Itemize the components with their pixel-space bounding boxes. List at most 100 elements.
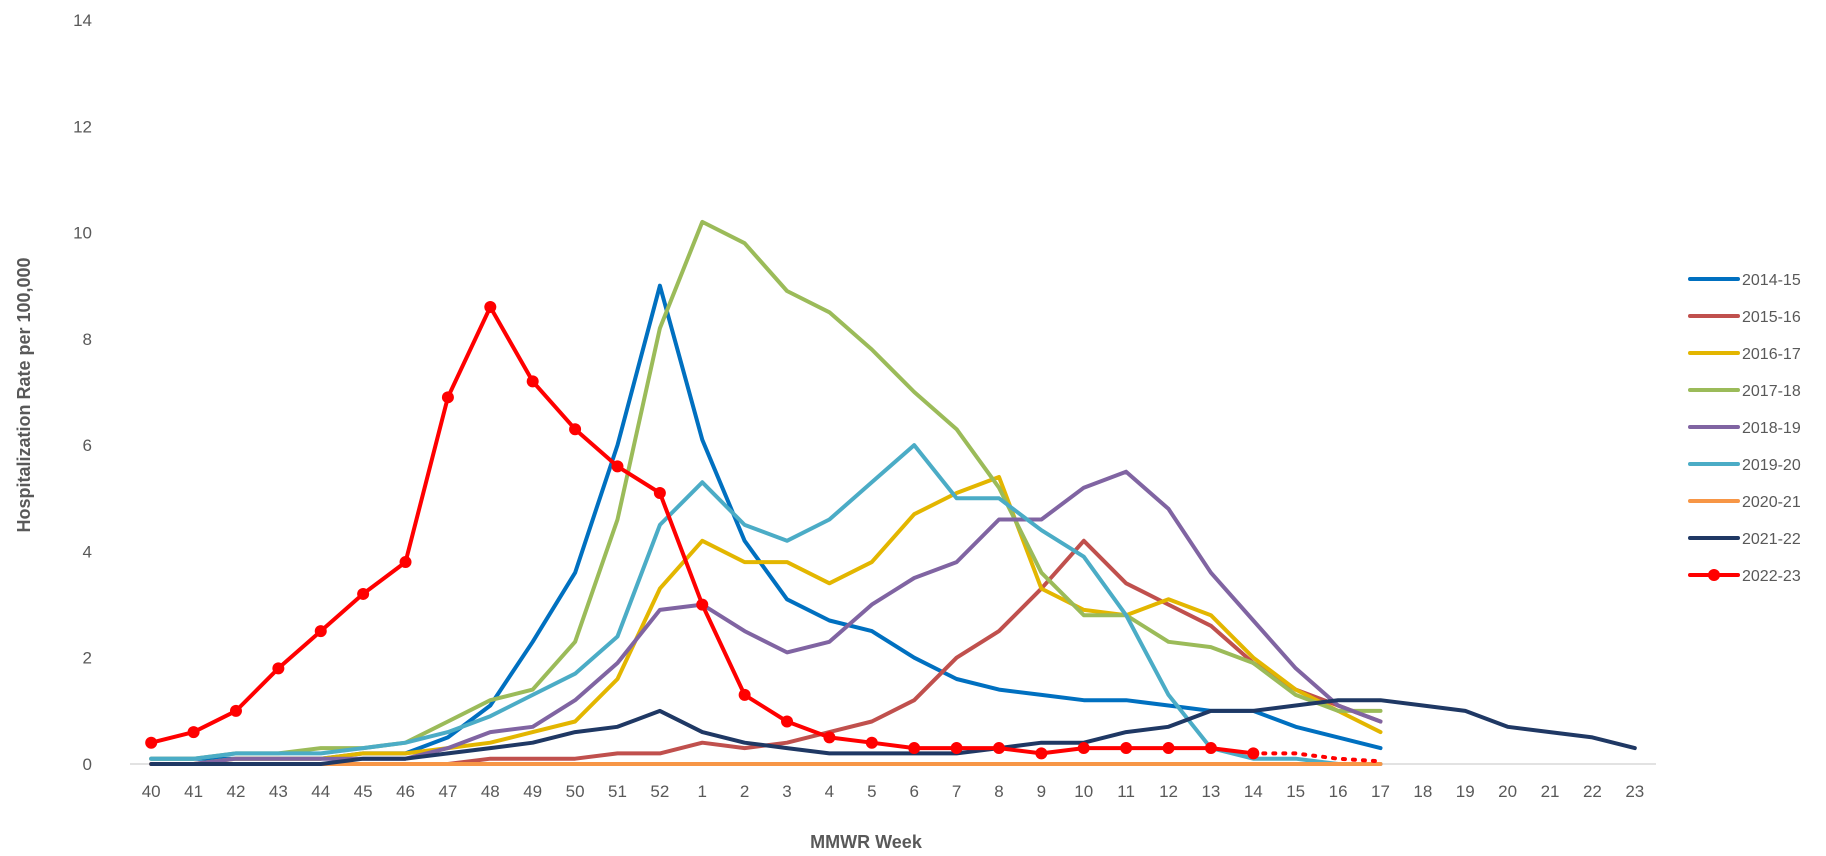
x-axis-ticks: 40 41 42 43 44 45 46 47 48 49 50 51 52 1 2 3 4 5 6 7 8 9 10 11 1… <box>142 782 1645 801</box>
series-line <box>149 443 1383 766</box>
data-point <box>1204 742 1217 755</box>
series-2021-22 <box>149 698 1637 766</box>
series-layer <box>145 219 1637 766</box>
x-tick-label: 47 <box>438 782 457 801</box>
x-tick-label: 52 <box>650 782 669 801</box>
x-tick-label: 51 <box>608 782 627 801</box>
data-point <box>1035 747 1048 760</box>
legend-label: 2017-18 <box>1742 383 1801 400</box>
legend: 2014-15 2015-16 2016-17 2017-18 2018-19 2019-… <box>1688 272 1801 585</box>
x-tick-label: 45 <box>354 782 373 801</box>
x-tick-label: 6 <box>909 782 918 801</box>
data-point <box>229 704 242 717</box>
data-point <box>738 688 751 701</box>
y-tick-label: 8 <box>83 330 92 349</box>
data-point <box>484 300 497 313</box>
legend-item: 2018-19 <box>1688 420 1801 437</box>
x-tick-label: 19 <box>1456 782 1475 801</box>
data-point <box>569 423 582 436</box>
x-tick-label: 1 <box>698 782 707 801</box>
x-tick-label: 42 <box>227 782 246 801</box>
y-tick-label: 6 <box>83 436 92 455</box>
legend-label: 2018-19 <box>1742 420 1801 437</box>
x-tick-label: 40 <box>142 782 161 801</box>
data-point <box>357 587 370 600</box>
series-line <box>149 219 1383 761</box>
legend-label: 2021-22 <box>1742 531 1801 548</box>
legend-item: 2015-16 <box>1688 309 1801 326</box>
x-axis-title: MMWR Week <box>810 832 923 852</box>
x-tick-label: 7 <box>952 782 961 801</box>
series-2019-20 <box>149 443 1383 766</box>
y-tick-label: 0 <box>83 755 92 774</box>
y-tick-label: 4 <box>83 542 92 561</box>
y-tick-label: 14 <box>73 11 92 30</box>
x-tick-label: 11 <box>1117 782 1135 801</box>
legend-item: 2021-22 <box>1688 531 1801 548</box>
legend-item: 2017-18 <box>1688 383 1801 400</box>
x-tick-label: 2 <box>740 782 749 801</box>
series-2017-18 <box>149 219 1383 761</box>
x-tick-label: 10 <box>1074 782 1093 801</box>
data-point <box>526 375 539 388</box>
data-point <box>696 598 709 611</box>
data-point <box>611 460 624 473</box>
x-tick-label: 41 <box>184 782 203 801</box>
x-tick-label: 46 <box>396 782 415 801</box>
series-line <box>149 698 1637 766</box>
x-tick-label: 4 <box>825 782 834 801</box>
legend-label: 2022-23 <box>1742 568 1801 585</box>
data-point <box>653 486 666 499</box>
series-projection-line <box>1251 751 1383 764</box>
legend-item: 2014-15 <box>1688 272 1801 289</box>
series-line <box>149 283 1383 761</box>
y-tick-label: 12 <box>73 117 92 136</box>
x-tick-label: 18 <box>1413 782 1432 801</box>
x-tick-label: 20 <box>1498 782 1517 801</box>
data-point <box>992 742 1005 755</box>
data-point <box>781 715 794 728</box>
x-tick-label: 17 <box>1371 782 1390 801</box>
legend-item: 2016-17 <box>1688 346 1801 363</box>
x-tick-label: 15 <box>1286 782 1305 801</box>
data-point <box>908 742 921 755</box>
data-point <box>145 736 158 749</box>
data-point <box>187 726 200 739</box>
x-tick-label: 43 <box>269 782 288 801</box>
data-point <box>272 662 285 675</box>
legend-marker <box>1708 569 1720 581</box>
legend-label: 2014-15 <box>1742 272 1801 289</box>
x-tick-label: 48 <box>481 782 500 801</box>
x-tick-label: 49 <box>523 782 542 801</box>
legend-label: 2020-21 <box>1742 494 1801 511</box>
x-tick-label: 44 <box>311 782 330 801</box>
series-2016-17 <box>149 475 1383 766</box>
x-tick-label: 23 <box>1625 782 1644 801</box>
series-line <box>149 305 1256 756</box>
legend-label: 2015-16 <box>1742 309 1801 326</box>
x-tick-label: 22 <box>1583 782 1602 801</box>
x-tick-label: 13 <box>1201 782 1220 801</box>
series-2022-23 <box>145 300 1383 764</box>
x-tick-label: 5 <box>867 782 876 801</box>
data-point <box>823 731 836 744</box>
x-tick-label: 50 <box>566 782 585 801</box>
x-tick-label: 8 <box>994 782 1003 801</box>
legend-label: 2016-17 <box>1742 346 1801 363</box>
legend-label: 2019-20 <box>1742 457 1801 474</box>
data-point <box>1077 742 1090 755</box>
x-tick-label: 16 <box>1329 782 1348 801</box>
series-line <box>149 475 1383 766</box>
x-tick-label: 12 <box>1159 782 1178 801</box>
data-point <box>314 625 327 638</box>
data-point <box>441 391 454 404</box>
data-point <box>399 556 412 569</box>
data-point <box>865 736 878 749</box>
legend-item: 2020-21 <box>1688 494 1801 511</box>
data-point <box>1162 742 1175 755</box>
x-tick-label: 21 <box>1541 782 1560 801</box>
x-tick-label: 9 <box>1037 782 1046 801</box>
x-tick-label: 3 <box>782 782 791 801</box>
series-2014-15 <box>149 283 1383 761</box>
